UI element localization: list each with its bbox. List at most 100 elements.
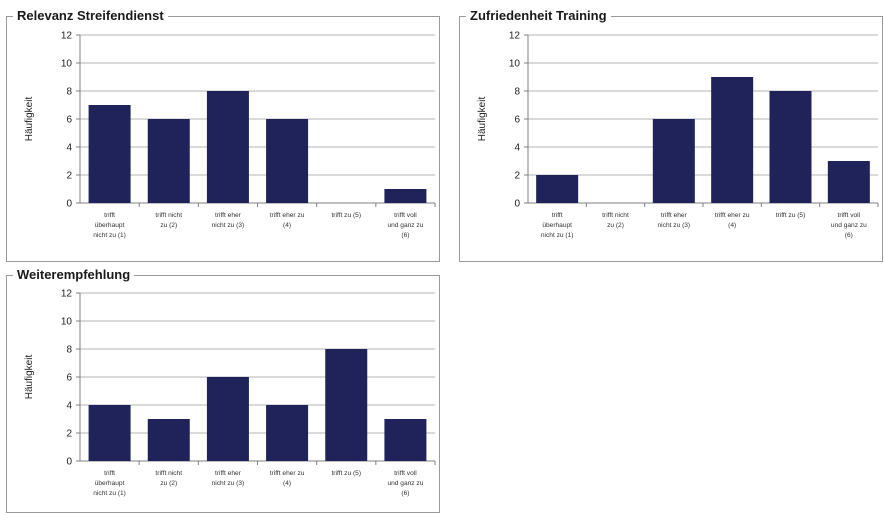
x-tick-label-line: zu (2) (160, 222, 177, 229)
y-tick-label: 10 (61, 317, 73, 328)
y-tick-label: 8 (66, 345, 72, 356)
x-tick-label-line: trifft eher (215, 470, 242, 477)
x-tick-label: trifft nicht zu (2) (155, 470, 182, 487)
x-tick-label-line: nicht zu (3) (212, 222, 245, 229)
y-axis-label: Häufigkeit (477, 97, 488, 142)
x-tick-label-line: trifft eher zu (715, 212, 750, 219)
bar (266, 119, 309, 203)
x-tick-label: trifft zu (5) (331, 212, 361, 219)
x-tick-label-line: trifft zu (5) (331, 212, 361, 219)
x-tick-label: trifft eher nicht zu (3) (658, 212, 691, 229)
y-tick-label: 10 (509, 59, 521, 70)
x-tick-label: trifft voll und ganz zu (6) (831, 212, 867, 239)
x-tick-label-line: nicht zu (1) (541, 232, 574, 239)
chart-title: Relevanz Streifendienst (13, 8, 168, 23)
y-tick-label: 4 (66, 143, 72, 154)
bar (652, 119, 695, 203)
x-tick-label-line: trifft eher (215, 212, 242, 219)
x-tick-label-line: trifft nicht (155, 470, 182, 477)
x-tick-label: trifft voll und ganz zu (6) (387, 470, 423, 497)
x-tick-label-line: nicht zu (1) (93, 232, 126, 239)
y-tick-label: 8 (514, 87, 520, 98)
chart-panel-zufriedenheit: Zufriedenheit Training 0 2 4 6 8 10 12 Häufigke… (459, 8, 883, 262)
y-tick-label: 6 (66, 115, 72, 126)
x-tick-label-line: trifft nicht (155, 212, 182, 219)
x-tick-label-line: nicht zu (3) (658, 222, 691, 229)
y-tick-label: 2 (66, 429, 72, 440)
y-tick-label: 12 (61, 31, 73, 42)
x-tick-label-line: (4) (283, 222, 291, 229)
bar (147, 419, 190, 461)
y-tick-label: 4 (66, 401, 72, 412)
bar (384, 189, 427, 203)
y-axis-label: Häufigkeit (24, 355, 35, 400)
x-tick-label-line: trifft nicht (602, 212, 629, 219)
x-tick-label: trifft eher nicht zu (3) (212, 470, 245, 487)
x-tick-label: trifft überhaupt nicht zu (1) (93, 470, 126, 497)
x-tick-label-line: (4) (728, 222, 736, 229)
chart-title: Zufriedenheit Training (466, 8, 611, 23)
x-tick-label: trifft eher zu (4) (270, 470, 305, 487)
x-tick-label-line: (6) (845, 232, 853, 239)
x-tick-label: trifft zu (5) (331, 470, 361, 477)
x-tick-label-line: nicht zu (1) (93, 490, 126, 497)
y-tick-label: 0 (66, 199, 72, 210)
title-rule (181, 16, 431, 17)
x-tick-label-line: (6) (401, 232, 409, 239)
bar (769, 91, 812, 203)
chart-panel-weiterempfehlung: Weiterempfehlung 0 2 4 6 8 10 12 Häufigkeit trif… (6, 267, 440, 513)
bar (147, 119, 190, 203)
x-tick-label: trifft nicht zu (2) (602, 212, 629, 229)
bar (536, 175, 579, 203)
chart-panel-relevanz: Relevanz Streifendienst 0 2 4 6 8 10 12 Häufigk… (6, 8, 440, 262)
title-rule (148, 275, 431, 276)
y-tick-label: 2 (514, 171, 520, 182)
x-tick-label-line: trifft eher (661, 212, 688, 219)
y-tick-label: 6 (66, 373, 72, 384)
x-tick-label-line: trifft eher zu (270, 470, 305, 477)
x-tick-label-line: trifft zu (5) (776, 212, 806, 219)
x-tick-label-line: trifft eher zu (270, 212, 305, 219)
x-tick-label-line: zu (2) (160, 480, 177, 487)
y-tick-label: 10 (61, 59, 73, 70)
x-tick-label-line: (6) (401, 490, 409, 497)
x-tick-label-line: nicht zu (3) (212, 480, 245, 487)
x-tick-label: trifft eher zu (4) (270, 212, 305, 229)
y-tick-label: 6 (514, 115, 520, 126)
x-tick-label: trifft eher zu (4) (715, 212, 750, 229)
bar (206, 91, 249, 203)
x-tick-label-line: trifft (552, 212, 563, 219)
chart-title: Weiterempfehlung (13, 267, 135, 282)
y-axis-label: Häufigkeit (24, 97, 35, 142)
bar (266, 405, 309, 461)
x-tick-label-line: trifft (104, 470, 115, 477)
chart-svg: 0 2 4 6 8 10 12 Häufigkeit trifft überhaupt nicht … (477, 31, 879, 239)
bar (384, 419, 427, 461)
title-rule (624, 16, 874, 17)
bar (88, 105, 131, 203)
x-tick-label-line: und ganz zu (831, 222, 867, 229)
y-tick-label: 2 (66, 171, 72, 182)
y-tick-label: 0 (66, 457, 72, 468)
x-tick-label-line: trifft (104, 212, 115, 219)
y-tick-label: 4 (514, 143, 520, 154)
bar (88, 405, 131, 461)
x-tick-label: trifft voll und ganz zu (6) (387, 212, 423, 239)
bar (827, 161, 870, 203)
x-tick-label-line: trifft voll (838, 212, 861, 219)
x-tick-label: trifft zu (5) (776, 212, 806, 219)
x-tick-label-line: überhaupt (542, 222, 572, 229)
chart-svg: 0 2 4 6 8 10 12 Häufigkeit trifft überhaupt nicht … (24, 289, 436, 497)
bar (325, 349, 368, 461)
bar (206, 377, 249, 461)
x-tick-label-line: überhaupt (95, 222, 125, 229)
y-tick-label: 12 (61, 289, 73, 300)
x-tick-label-line: zu (2) (607, 222, 624, 229)
x-tick-label-line: trifft zu (5) (331, 470, 361, 477)
x-tick-label: trifft eher nicht zu (3) (212, 212, 245, 229)
y-tick-label: 8 (66, 87, 72, 98)
bar (711, 77, 754, 203)
chart-svg: 0 2 4 6 8 10 12 Häufigkeit trifft überhaupt nicht … (24, 31, 436, 239)
x-tick-label-line: und ganz zu (387, 222, 423, 229)
y-tick-label: 12 (509, 31, 521, 42)
